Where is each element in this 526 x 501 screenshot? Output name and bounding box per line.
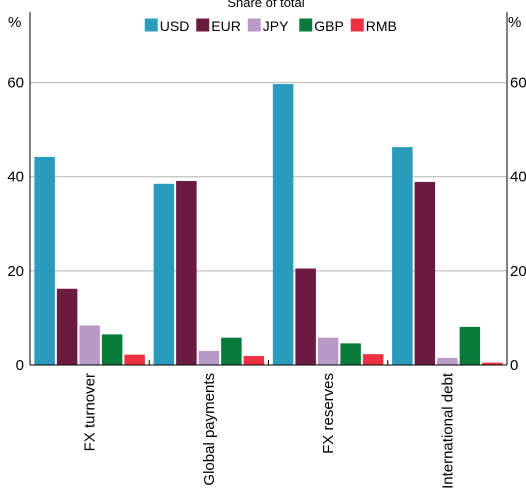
legend-label-gbp: GBP [314,18,344,34]
legend-swatch-jpy [247,18,261,32]
gridlines [30,82,507,272]
y-tick-label-right: 20 [510,263,526,280]
legend-swatch-eur [196,18,210,32]
bar-gbp [221,337,242,365]
y-tick-label-left: 0 [16,357,24,374]
bars [34,84,503,366]
legend-label-rmb: RMB [366,18,397,34]
category-labels: FX turnover Global payments FX reserves Int… [82,372,457,489]
bar-eur [176,180,197,365]
y-tick-label-left: 20 [7,263,24,280]
bar-gbp [340,343,361,365]
bar-eur [295,268,316,365]
bar-jpy [437,357,458,365]
bar-jpy [198,350,220,365]
x-category-label: International debt [439,372,456,489]
bar-gbp [101,334,123,365]
bar-jpy [317,337,339,365]
axes [29,12,508,366]
bar-jpy [79,325,100,365]
legend-swatch-gbp [299,18,313,32]
bar-eur [414,181,436,365]
y-tick-label-left: 60 [7,75,24,92]
y-tick-label-left: 40 [7,169,24,186]
y-tick-label-right: 0 [510,357,518,374]
bar-rmb [362,354,384,365]
x-category-label: FX turnover [82,373,99,451]
x-category-label: Global payments [201,373,218,486]
legend-swatch-rmb [350,18,364,32]
y-axis-unit-left: % [8,14,21,31]
bar-gbp [459,326,481,365]
legend-label-usd: USD [160,18,190,34]
tick-labels: 0 0 20 20 40 40 60 60 [7,75,526,374]
bar-rmb [124,354,145,365]
legend-label-eur: EUR [211,18,241,34]
legend-label-jpy: JPY [263,18,289,34]
bar-usd [392,147,413,365]
y-tick-label-right: 60 [510,75,526,92]
chart-title: Share of total [227,0,304,10]
bar-usd [272,84,294,366]
legend-swatch-usd [144,18,158,32]
y-axis-unit-right: % [508,14,521,31]
x-category-label: FX reserves [320,373,337,454]
bar-rmb [482,362,503,365]
y-tick-label-right: 40 [510,169,526,186]
bar-eur [56,288,78,365]
legend: USD EUR JPY GBP RMB [144,18,397,34]
bar-usd [153,183,175,365]
bar-usd [34,156,55,365]
bar-rmb [243,356,265,365]
